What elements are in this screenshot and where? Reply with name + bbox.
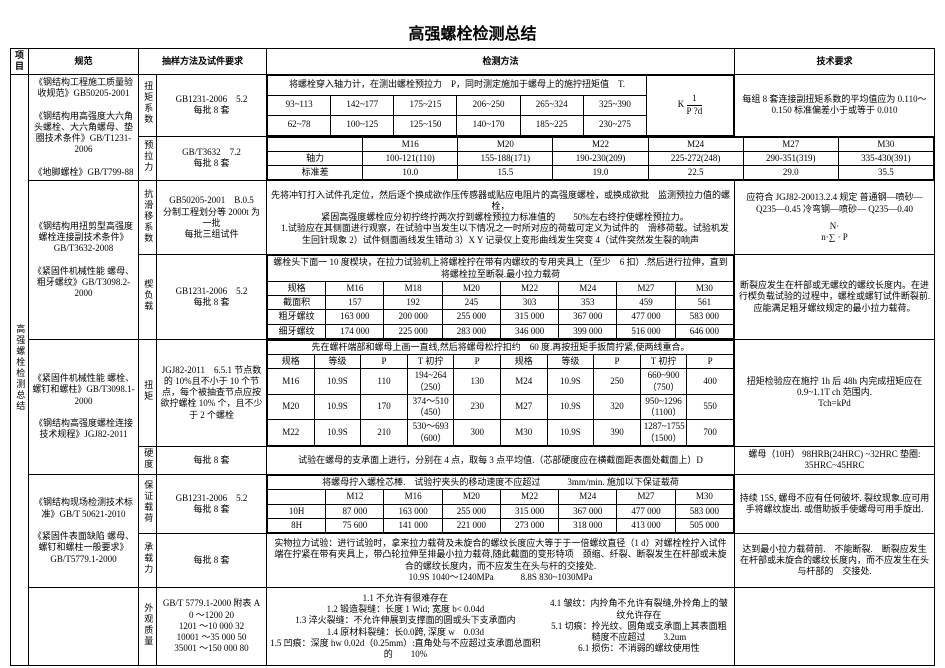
hdr-guifan: 规范 [29, 49, 139, 75]
r7-method: 将螺母拧入螺栓芯棒. 试验拧夹头的移动速度不应超过 3mm/min. 施加以下保… [267, 475, 735, 534]
r8-method: 实物拉力试验：进行试验时，拿来拉力载荷及未旋合的螺纹长度应大等于于一倍螺纹直径（… [267, 534, 735, 588]
r2-method: M16M20M22M24M27M30 轴力100-121(110)155-188… [267, 136, 935, 181]
hdr-project: 项目 [11, 49, 29, 75]
r6-req: 螺母（10H） 98HRB(24HRC) ~32HRC 垫圈: 35HRC~45… [735, 446, 935, 474]
r4-method: 螺栓头下面一 10 度楔块，在拉力试验机上将螺栓拧在带有内螺纹的专用夹具上（至少… [267, 255, 735, 340]
hdr-sample: 抽样方法及试件要求 [139, 49, 267, 75]
r3-sample: GB50205-2001 B.0.5 分制工程划分等 2000t 为一批 每批三… [157, 181, 267, 255]
r7-label: 保证载荷 [139, 475, 157, 534]
r9-sample: GB/T 5779.1-2000 附表 A 0 ～1200 20 1201 ～1… [157, 588, 267, 666]
content-wrap: 项目 规范 抽样方法及试件要求 检测方法 技术要求 高强螺栓检测总结 《钢结构工… [10, 48, 935, 660]
guifan-b8: 《钢结构现场检测技术标准》GB/T 50621-2010 《紧固件表面缺陷 螺母… [29, 475, 139, 588]
guifan-empty [29, 588, 139, 666]
r2-label: 预拉力 [139, 136, 157, 181]
r7-req: 持续 15S, 螺母不应有任何破坏. 裂纹现象.应可用手将螺纹旋出. 或借助扳手… [735, 475, 935, 534]
r1-label: 扭矩系数 [139, 74, 157, 136]
r8-sample: 每批 8 套 [157, 534, 267, 588]
r9-req [735, 588, 935, 666]
r7-sample: GB1231-2006 5.2 每批 8 套 [157, 475, 267, 534]
r6-sample: 每批 8 套 [157, 446, 267, 474]
r9-label: 外观质量 [139, 588, 157, 666]
r4-sample: GB1231-2006 5.2 每批 8 套 [157, 255, 267, 340]
r3-label: 抗滑移系数 [139, 181, 157, 255]
r5-sample: JGJ82-2011 6.5.1 节点数的 10%且不小于 10 个节点，每个被… [157, 339, 267, 446]
r3-req: 应符合 JGJ82-20013.2.4 规定 普通钢—喷砂— Q235—0.45… [735, 181, 935, 255]
hdr-req: 技术要求 [735, 49, 935, 75]
r6-label: 硬度 [139, 446, 157, 474]
r8-label: 承载力 [139, 534, 157, 588]
r9-method: 1.1 不允许有很难存在 1.2 锻造裂缝：长度 1 Wid; 宽度 b< 0.… [267, 588, 735, 666]
r1-sample: GB1231-2006 5.2 每批 8 套 [157, 74, 267, 136]
guifan-b6: 《紧固件机械性能 螺栓、螺钉和螺柱》GB/T3098.1-2000 《钢结构高强… [29, 339, 139, 474]
r5-label: 扭矩 [139, 339, 157, 446]
r1-req: 每组 8 套连接副扭矩系数的平均值应为 0.110～0.150 标准偏差小于或等… [735, 74, 935, 136]
r4-req: 断裂应发生在杆部或无螺纹的螺纹长度内。在进行楔负载试验的过程中，螺栓或螺钉试件断… [735, 255, 935, 340]
r1-method: 将螺栓穿入轴力计，在测出螺栓预拉力 P，同时测定施加于螺母上的施拧扭矩值 T.K… [267, 74, 735, 136]
page-title: 高强螺栓检测总结 [0, 20, 945, 44]
r6-method: 试验在螺母的支承面上进行，分别在 4 点，取每 3 点平均值.（芯部硬度应在横截… [267, 446, 735, 474]
r2-sample: GB/T3632 7.2 每批 8 套 [157, 136, 267, 181]
r3-method: 先将冲钉打入试件孔定位，然后逐个换成欲作压传感器或贴应电阻片的高强度螺栓，或换成… [267, 181, 735, 255]
main-table: 项目 规范 抽样方法及试件要求 检测方法 技术要求 高强螺栓检测总结 《钢结构工… [10, 48, 935, 666]
r5-method: 先在螺杆端部和螺母上画一直线,然后将螺母松拧扣约 60 度.再按扭矩手扳筒拧紧,… [267, 339, 735, 446]
side-project: 高强螺栓检测总结 [11, 74, 29, 666]
r5-req: 扭矩检验应在施拧 1h 后 48h 内完成扭矩应在 0.9~1.1T ch 范围… [735, 339, 935, 446]
guifan-b1: 《钢结构工程施工质量验收规范》GB50205-2001 《钢结构用高强度大六角头… [29, 74, 139, 181]
guifan-b4: 《钢结构用扭剪型高强度螺栓连接副技术条件》GB/T3632-2008 《紧固件机… [29, 181, 139, 340]
hdr-method: 检测方法 [267, 49, 735, 75]
r8-req: 达到最小拉力载荷前. 不能断裂. 断裂应发生在杆部或未旋合的螺纹长度内，而不应发… [735, 534, 935, 588]
r4-label: 楔负载 [139, 255, 157, 340]
